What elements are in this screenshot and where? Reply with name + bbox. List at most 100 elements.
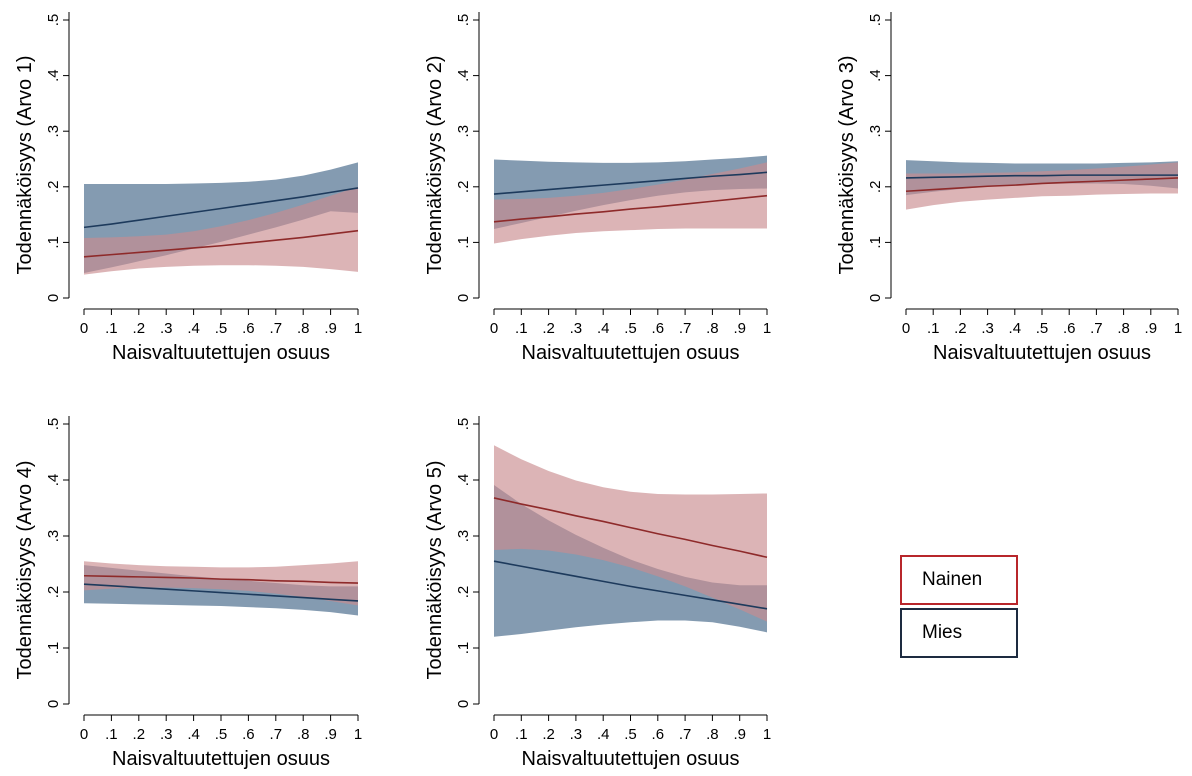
x-tick-label: .1	[105, 726, 118, 743]
x-tick-label: .9	[1145, 320, 1158, 337]
x-tick-label: .6	[242, 320, 255, 337]
x-tick-label: .1	[515, 726, 528, 743]
series-line-mies	[493, 560, 768, 610]
x-tick-label: .4	[187, 726, 200, 743]
y-tick-label: .3	[867, 125, 884, 138]
x-tick-label: .3	[981, 320, 994, 337]
x-tick-label: .4	[1009, 320, 1022, 337]
y-tick-label: 0	[867, 294, 884, 302]
x-tick-label: .3	[570, 726, 583, 743]
x-tick-label: .7	[679, 320, 692, 337]
legend-mies: Mies	[900, 608, 1018, 658]
panel-2: 0 .1 .2 .3 .4 .5 0 .1 .2 .3 .4 .5 .6 .7 .8 .9 1 Naisvaltu…	[424, 12, 771, 364]
y-tick-label: .1	[45, 236, 62, 249]
x-tick-label: 0	[490, 320, 498, 337]
y-tick-label: .1	[45, 642, 62, 655]
x-tick-label: 1	[354, 726, 362, 743]
x-tick-label: .2	[133, 320, 146, 337]
y-tick-label: .3	[45, 125, 62, 138]
y-tick-label: .2	[455, 586, 472, 599]
x-tick-label: 1	[354, 320, 362, 337]
y-tick-label: .3	[45, 530, 62, 543]
y-tick-label: .2	[867, 181, 884, 194]
x-tick-label: .2	[542, 726, 555, 743]
x-tick-label: .2	[133, 726, 146, 743]
x-tick-label: .7	[270, 726, 283, 743]
x-axis-label: Naisvaltuutettujen osuus	[112, 748, 330, 770]
ci-band-nainen	[494, 445, 767, 622]
x-tick-label: .1	[105, 320, 118, 337]
x-tick-label: .9	[733, 726, 746, 743]
x-tick-label: .6	[1063, 320, 1076, 337]
y-tick-label: .5	[45, 418, 62, 431]
x-tick-label: .5	[215, 726, 228, 743]
y-tick-label: .5	[867, 14, 884, 27]
series-line-mies	[493, 171, 768, 195]
y-axis-label: Todennäköisyys (Arvo 3)	[836, 56, 858, 275]
ci-band-nainen	[494, 162, 767, 244]
y-tick-label: .4	[867, 69, 884, 82]
y-tick-label: .4	[45, 474, 62, 487]
y-tick-label: .5	[455, 418, 472, 431]
x-tick-label: .7	[679, 726, 692, 743]
x-tick-label: 0	[902, 320, 910, 337]
y-tick-label: 0	[45, 294, 62, 302]
y-tick-label: .5	[45, 14, 62, 27]
series-line-mies	[83, 187, 359, 229]
x-tick-label: .5	[624, 726, 637, 743]
y-tick-label: 0	[455, 700, 472, 708]
y-tick-label: .1	[455, 642, 472, 655]
x-tick-label: .7	[1090, 320, 1103, 337]
legend-label-mies: Mies	[922, 622, 963, 643]
y-tick-label: .4	[455, 474, 472, 487]
x-tick-label: .8	[297, 320, 310, 337]
x-tick-label: .3	[160, 320, 173, 337]
x-tick-label: 0	[490, 726, 498, 743]
legend-label-nainen: Nainen	[922, 569, 983, 590]
y-tick-label: .2	[455, 181, 472, 194]
x-tick-label: .8	[706, 726, 719, 743]
x-tick-label: .8	[706, 320, 719, 337]
x-tick-label: .6	[652, 320, 665, 337]
y-tick-label: .1	[455, 236, 472, 249]
series-line-mies	[905, 174, 1178, 179]
x-tick-label: .1	[927, 320, 940, 337]
x-tick-label: .2	[954, 320, 967, 337]
x-tick-label: 1	[763, 726, 771, 743]
y-axis-label: Todennäköisyys (Arvo 1)	[14, 56, 36, 275]
series-line-nainen	[83, 229, 359, 258]
y-tick-label: .1	[867, 236, 884, 249]
x-tick-label: .8	[297, 726, 310, 743]
x-tick-label: .4	[187, 320, 200, 337]
x-tick-label: .5	[215, 320, 228, 337]
x-tick-label: .1	[515, 320, 528, 337]
panel-4: 0 .1 .2 .3 .4 .5 0 .1 .2 .3 .4 .5 .6 .7 .8 .9 1 Naisvaltu…	[14, 416, 362, 770]
x-axis-label: Naisvaltuutettujen osuus	[933, 342, 1151, 364]
y-tick-label: 0	[45, 700, 62, 708]
x-tick-label: 0	[80, 320, 88, 337]
y-tick-label: .5	[455, 14, 472, 27]
series-line-nainen	[83, 574, 359, 584]
ci-band-nainen	[84, 561, 358, 606]
legend-nainen: Nainen	[900, 555, 1018, 605]
y-axis-label: Todennäköisyys (Arvo 2)	[424, 56, 446, 275]
y-tick-label: .4	[455, 69, 472, 82]
series-line-nainen	[493, 497, 768, 559]
x-tick-label: 1	[763, 320, 771, 337]
y-tick-label: .2	[45, 586, 62, 599]
x-tick-label: .4	[597, 320, 610, 337]
x-tick-label: .5	[624, 320, 637, 337]
y-tick-label: .4	[45, 69, 62, 82]
panel-1: 0 .1 .2 .3 .4 .5 0 .1 .2 .3 .4 .5 .6 .7 .8 .9 1 Naisvaltu…	[14, 12, 362, 364]
x-tick-label: .8	[1117, 320, 1130, 337]
panel-3: 0 .1 .2 .3 .4 .5 0 .1 .2 .3 .4 .5 .6 .7 .8 .9 1 Naisvaltu…	[836, 12, 1182, 364]
ci-band-nainen	[906, 162, 1178, 210]
x-tick-label: .5	[1036, 320, 1049, 337]
x-axis-label: Naisvaltuutettujen osuus	[522, 342, 740, 364]
x-tick-label: .4	[597, 726, 610, 743]
x-tick-label: 0	[80, 726, 88, 743]
x-axis-label: Naisvaltuutettujen osuus	[522, 748, 740, 770]
series-line-nainen	[905, 177, 1179, 193]
x-tick-label: .6	[652, 726, 665, 743]
